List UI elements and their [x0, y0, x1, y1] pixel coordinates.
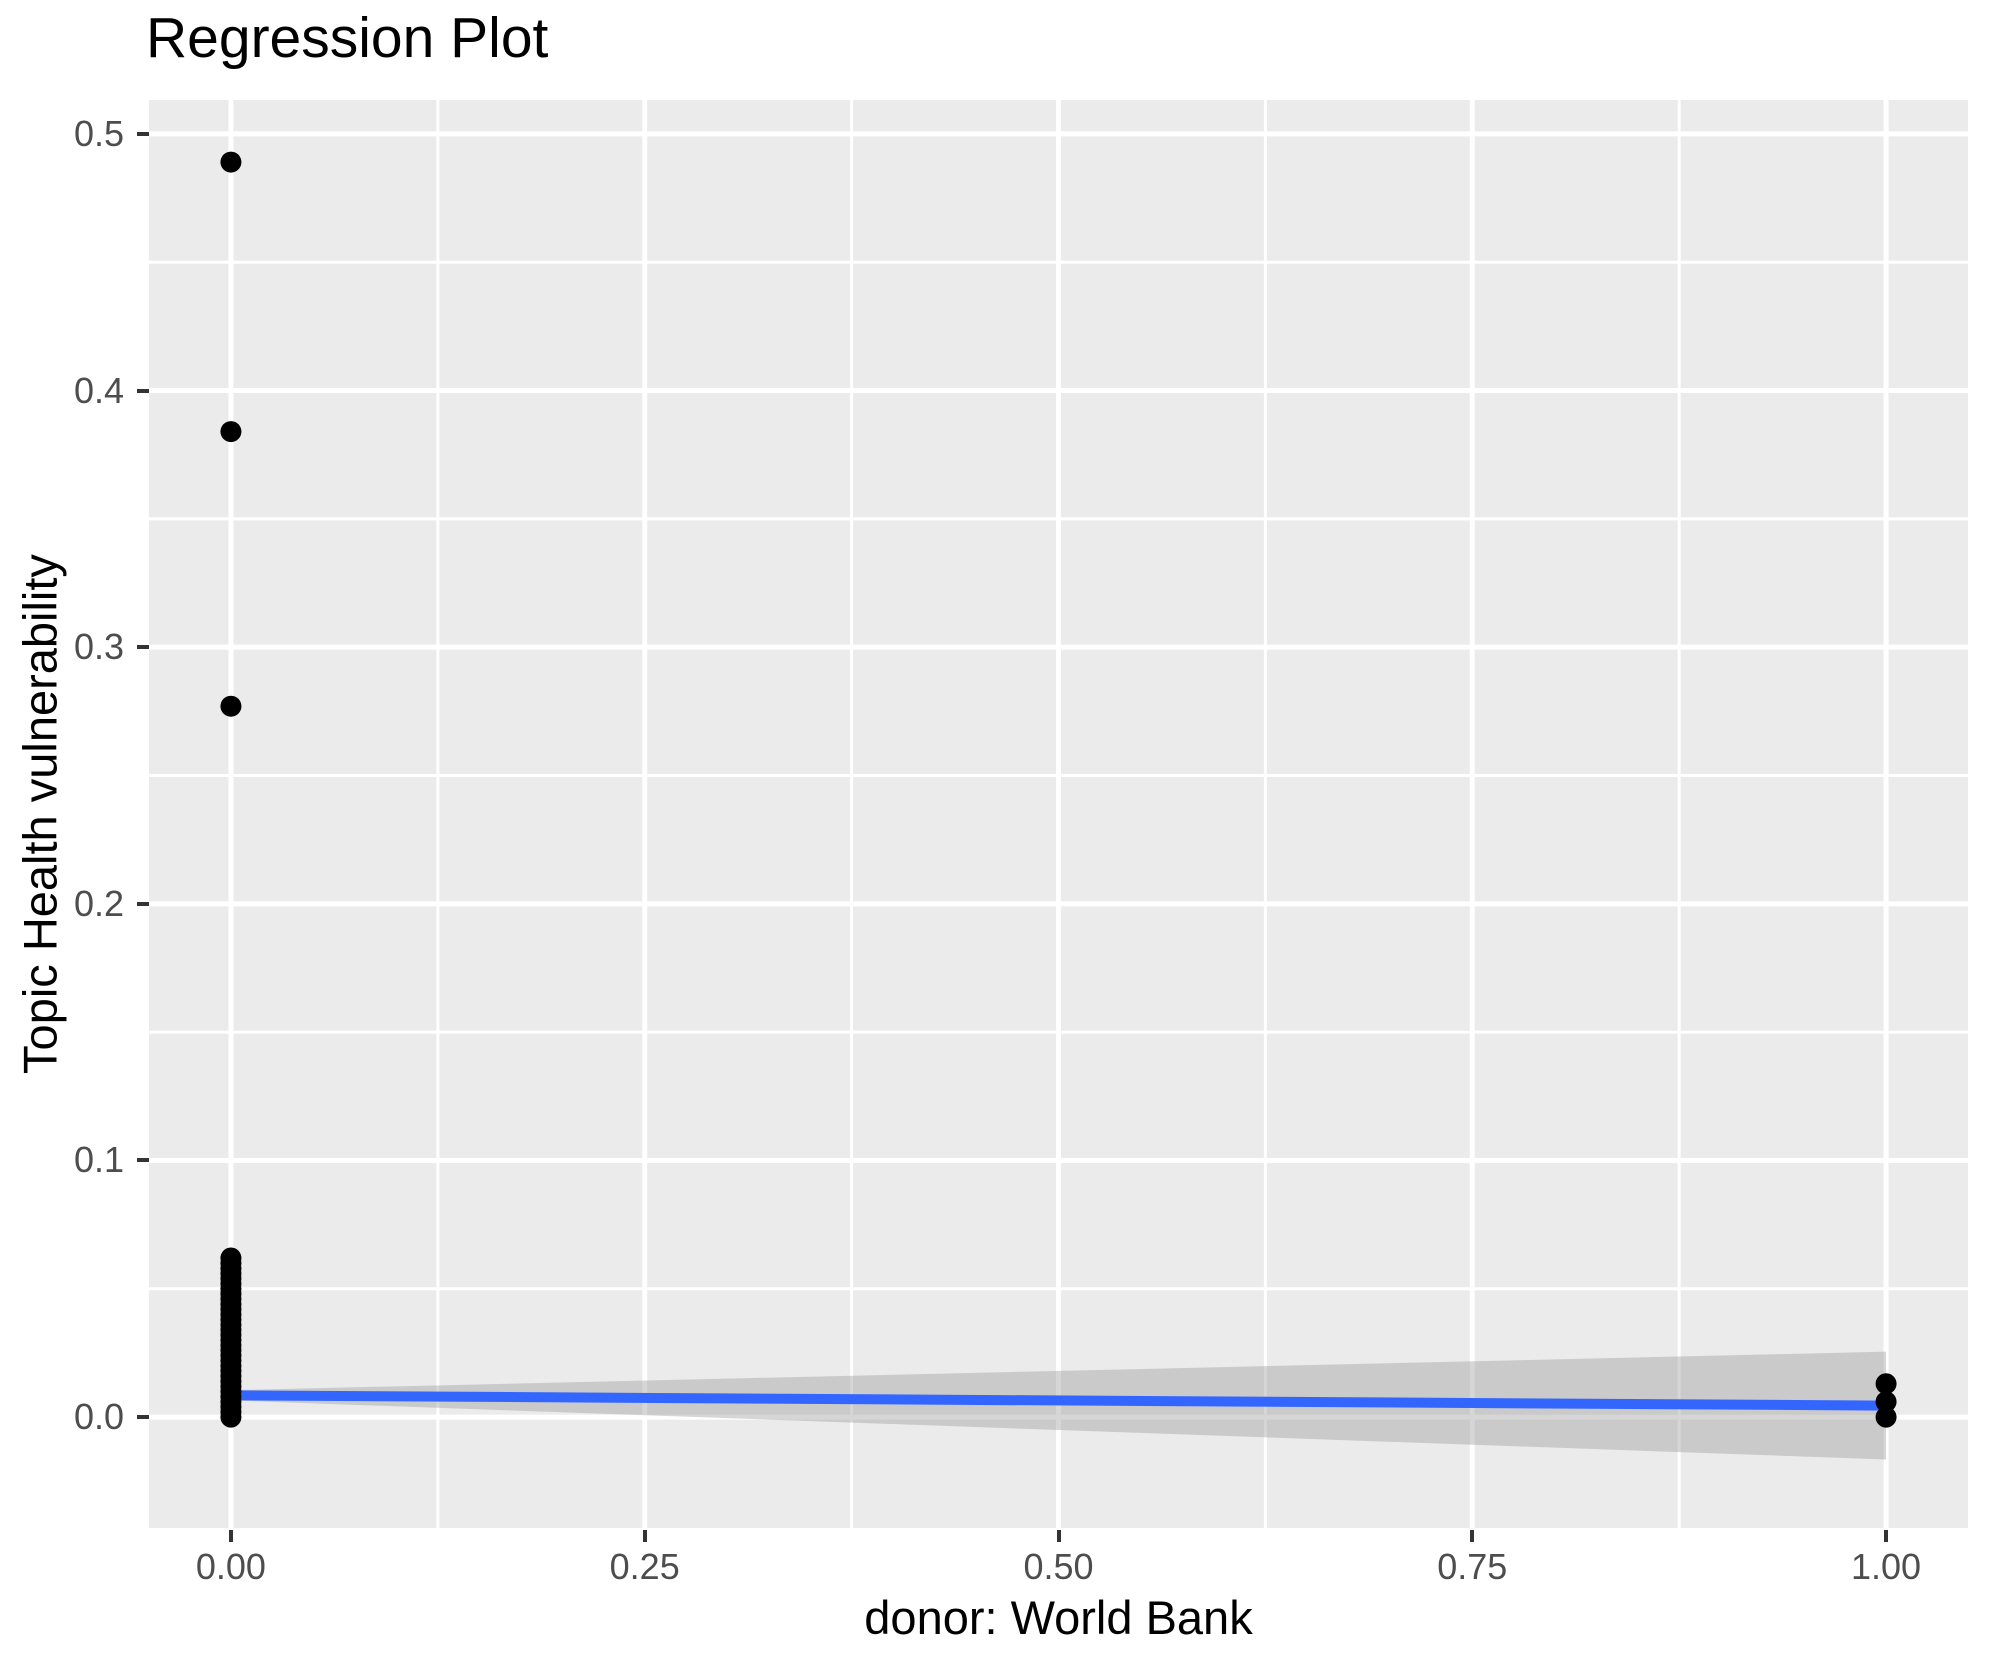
x-tick-label: 0.75: [1437, 1546, 1508, 1587]
regression-line: [230, 1390, 1887, 1411]
x-axis-title: donor: World Bank: [864, 1591, 1253, 1644]
plot-panel: [149, 100, 1968, 1528]
scatter-point: [220, 1247, 242, 1269]
y-tick-label: 0.1: [73, 1139, 124, 1181]
x-tick-mark: [1884, 1530, 1889, 1542]
scatter-point: [1875, 1406, 1897, 1428]
x-tick-label: 0.50: [1023, 1546, 1094, 1587]
plot-canvas: [149, 100, 1968, 1528]
y-tick-mark: [137, 388, 149, 393]
x-tick-mark: [642, 1530, 647, 1542]
y-tick-mark: [137, 1415, 149, 1420]
plot-title: Regression Plot: [146, 6, 549, 70]
x-tick-mark: [1056, 1530, 1061, 1542]
scatter-point: [1875, 1391, 1897, 1413]
y-axis-title: Topic Health vulnerability: [13, 554, 67, 1074]
x-tick-label: 0.25: [609, 1546, 680, 1587]
y-tick-label: 0.4: [73, 369, 124, 411]
scatter-point: [220, 421, 242, 443]
y-tick-label: 0.3: [73, 626, 124, 668]
y-tick-mark: [137, 1158, 149, 1163]
scatter-point: [220, 695, 242, 717]
y-tick-mark: [137, 645, 149, 650]
y-tick-label: 0.5: [73, 112, 124, 154]
y-tick-mark: [137, 131, 149, 136]
y-tick-label: 0.0: [73, 1396, 124, 1438]
y-tick-label: 0.2: [73, 882, 124, 924]
scatter-point: [220, 151, 242, 173]
y-tick-mark: [137, 901, 149, 906]
x-tick-mark: [228, 1530, 233, 1542]
x-tick-mark: [1470, 1530, 1475, 1542]
x-tick-label: 1.00: [1851, 1546, 1922, 1587]
scatter-point: [1875, 1373, 1897, 1395]
x-tick-label: 0.00: [195, 1546, 266, 1587]
confidence-band: [230, 1351, 1887, 1460]
